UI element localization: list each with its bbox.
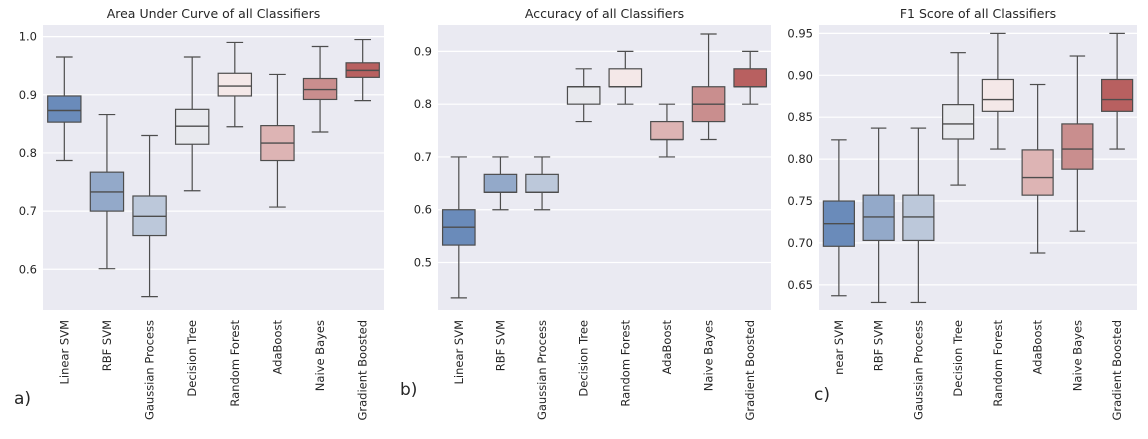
box-2 xyxy=(483,156,518,211)
box-7 xyxy=(302,45,338,133)
x-tick-label: AdaBoost xyxy=(1031,320,1045,375)
chart-panel-1: 0.6 0.7 0.8 0.9 1.0 Area Under Curve of all C… xyxy=(14,6,384,421)
panel-label: a) xyxy=(14,389,31,409)
x-tick-label: Naive Bayes xyxy=(1070,320,1084,391)
iqr-box xyxy=(608,68,643,88)
chart-title: Accuracy of all Classifiers xyxy=(525,6,684,21)
box-4 xyxy=(566,68,601,123)
plot-area xyxy=(43,25,384,310)
iqr-box xyxy=(650,120,684,141)
x-tick-label: AdaBoost xyxy=(270,320,284,375)
box-3 xyxy=(525,156,559,211)
y-tick-label: 0.95 xyxy=(787,26,813,40)
box-5 xyxy=(981,32,1014,150)
x-tick-label: Gradient Boosted xyxy=(1110,320,1124,421)
y-tick-label: 0.75 xyxy=(787,194,813,208)
iqr-box xyxy=(483,173,518,193)
x-tick-label: RBF SVM xyxy=(872,320,886,371)
iqr-box xyxy=(1021,149,1054,196)
y-tick-label: 0.80 xyxy=(787,152,813,166)
box-8 xyxy=(733,50,768,105)
box-4 xyxy=(942,52,975,186)
y-tick-label: 0.7 xyxy=(414,150,432,164)
box-2 xyxy=(862,127,895,304)
panel-label: b) xyxy=(400,380,417,400)
x-tick-label: Gaussian Process xyxy=(143,320,157,420)
x-tick-label: Naive Bayes xyxy=(313,320,327,391)
x-tick-label: Random Forest xyxy=(991,320,1005,407)
box-2 xyxy=(89,113,125,270)
iqr-box xyxy=(902,194,935,242)
y-tick-label: 0.65 xyxy=(787,278,813,292)
x-tick-label: Gaussian Process xyxy=(911,320,925,420)
box-3 xyxy=(132,134,167,298)
chart-panel-3: 0.65 0.70 0.75 0.80 0.85 0.90 0.95 F1 Score of … xyxy=(787,6,1137,421)
x-tick-label: Linear SVM xyxy=(452,320,466,385)
box-6 xyxy=(260,73,295,208)
x-tick-label: RBF SVM xyxy=(493,320,507,371)
box-6 xyxy=(1021,83,1054,254)
box-7 xyxy=(1061,55,1094,232)
x-tick-label: Random Forest xyxy=(618,320,632,407)
box-8 xyxy=(1101,32,1134,150)
panel-label: c) xyxy=(814,385,830,405)
box-6 xyxy=(650,103,684,158)
iqr-box xyxy=(566,86,601,105)
y-tick-label: 0.90 xyxy=(787,68,813,82)
y-tick-label: 0.9 xyxy=(414,44,432,58)
box-1 xyxy=(822,139,855,297)
iqr-box xyxy=(525,173,559,193)
box-5 xyxy=(217,41,253,128)
x-tick-label: AdaBoost xyxy=(660,320,674,375)
chart-title: F1 Score of all Classifiers xyxy=(900,6,1056,21)
y-tick-label: 0.8 xyxy=(414,97,432,111)
x-tick-label: Random Forest xyxy=(228,320,242,407)
y-tick-label: 0.7 xyxy=(19,204,37,218)
iqr-box xyxy=(1101,78,1134,112)
box-7 xyxy=(691,33,726,141)
chart-title: Area Under Curve of all Classifiers xyxy=(107,6,321,21)
x-tick-label: Decision Tree xyxy=(951,320,965,397)
x-tick-label: Gradient Boosted xyxy=(356,320,370,421)
iqr-box xyxy=(1061,123,1094,170)
plot-area xyxy=(438,25,771,310)
iqr-box xyxy=(217,72,253,97)
box-4 xyxy=(174,56,210,192)
x-tick-label: Linear SVM xyxy=(57,320,71,385)
y-tick-label: 0.9 xyxy=(19,88,37,102)
box-1 xyxy=(441,156,476,299)
box-5 xyxy=(608,50,643,105)
y-tick-label: 0.8 xyxy=(19,146,37,160)
x-tick-label: Decision Tree xyxy=(185,320,199,397)
x-tick-label: Gradient Boosted xyxy=(743,320,757,421)
x-tick-label: near SVM xyxy=(832,320,846,375)
box-8 xyxy=(345,38,380,102)
iqr-box xyxy=(733,68,768,88)
y-tick-label: 0.6 xyxy=(19,262,37,276)
iqr-box xyxy=(942,104,975,140)
iqr-box xyxy=(862,194,895,242)
box-1 xyxy=(47,56,82,162)
y-tick-label: 0.5 xyxy=(414,256,432,270)
x-tick-label: RBF SVM xyxy=(100,320,114,371)
iqr-box xyxy=(981,78,1014,112)
y-tick-label: 0.6 xyxy=(414,203,432,217)
x-tick-label: Naive Bayes xyxy=(702,320,716,391)
y-tick-label: 0.70 xyxy=(787,236,813,250)
y-tick-label: 0.85 xyxy=(787,110,813,124)
y-tick-label: 1.0 xyxy=(19,30,37,44)
x-tick-label: Gaussian Process xyxy=(535,320,549,420)
x-tick-label: Decision Tree xyxy=(577,320,591,397)
box-3 xyxy=(902,127,935,304)
chart-panel-2: 0.5 0.6 0.7 0.8 0.9 Accuracy of all Classifie… xyxy=(400,6,771,421)
iqr-box xyxy=(47,95,82,123)
